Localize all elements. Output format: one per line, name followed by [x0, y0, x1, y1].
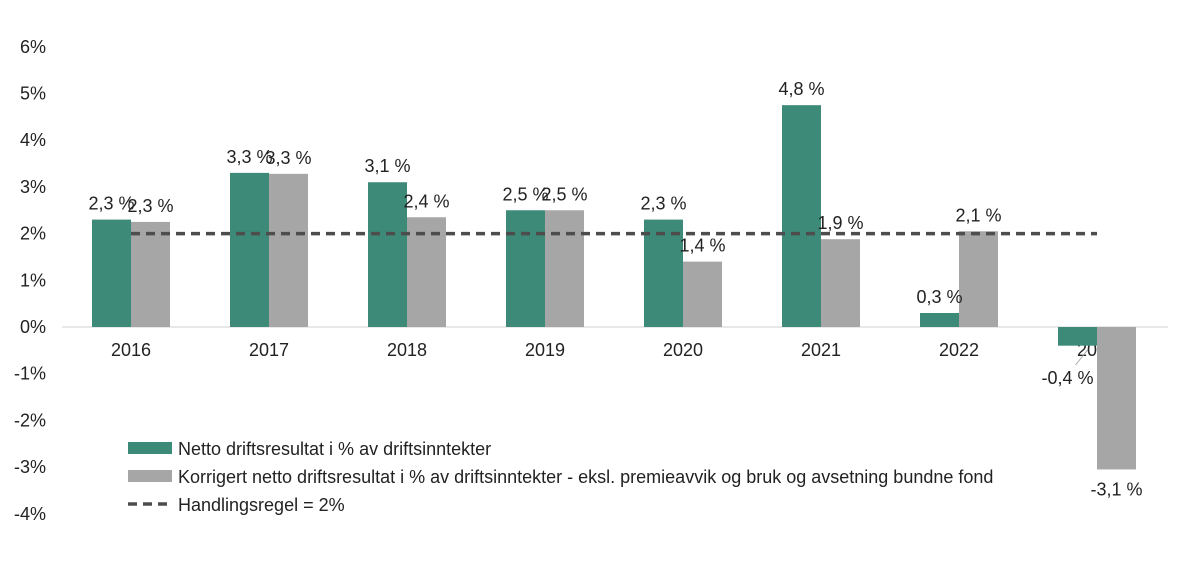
data-label-korrigert: 1,9 %	[817, 213, 863, 233]
data-label-leader-line	[1075, 349, 1088, 366]
data-label-netto: 4,8 %	[778, 79, 824, 99]
x-tick-label: 2016	[111, 340, 151, 360]
bar-korrigert	[821, 239, 860, 327]
bar-netto	[644, 219, 683, 327]
y-tick-label: -3%	[14, 457, 46, 477]
bar-korrigert	[545, 210, 584, 327]
bar-netto	[782, 105, 821, 327]
data-label-korrigert: 3,3 %	[265, 148, 311, 168]
data-label-netto: 2,3 %	[640, 194, 686, 214]
y-tick-label: 2%	[20, 224, 46, 244]
data-labels: 2,3 % 3,3 % 3,1 % 2,5 % 2,3 % 4,8 % 0,3 % -0,4 …	[88, 79, 1142, 499]
bar-korrigert	[683, 261, 722, 327]
legend-label-korrigert: Korrigert netto driftsresultat i % av dr…	[178, 467, 993, 487]
y-tick-label: 0%	[20, 317, 46, 337]
x-tick-label: 2022	[939, 340, 979, 360]
data-label-korrigert: 2,5 %	[541, 184, 587, 204]
data-label-korrigert: 2,1 %	[955, 205, 1001, 225]
bar-korrigert	[407, 217, 446, 327]
y-tick-label: 1%	[20, 270, 46, 290]
bar-netto	[920, 312, 959, 327]
bar-korrigert	[959, 231, 998, 327]
x-tick-label: 2021	[801, 340, 841, 360]
data-label-korrigert: 1,4 %	[679, 236, 725, 256]
data-label-netto: 2,3 %	[88, 194, 134, 214]
bar-netto	[230, 172, 269, 327]
y-axis: 6% 5% 4% 3% 2% 1% 0% -1% -2% -3% -4%	[14, 37, 46, 524]
data-label-korrigert: -3,1 %	[1090, 479, 1142, 499]
bar-korrigert	[269, 173, 308, 327]
bar-netto	[506, 210, 545, 327]
y-tick-label: 3%	[20, 177, 46, 197]
bar-netto	[92, 219, 131, 327]
data-label-netto: 3,1 %	[364, 156, 410, 176]
data-label-netto: 0,3 %	[916, 287, 962, 307]
y-tick-label: 5%	[20, 84, 46, 104]
x-tick-label: 2018	[387, 340, 427, 360]
data-label-korrigert: 2,3 %	[127, 196, 173, 216]
y-tick-label: 4%	[20, 130, 46, 150]
data-label-netto: 3,3 %	[226, 147, 272, 167]
bar-korrigert	[1097, 327, 1136, 470]
y-tick-label: -1%	[14, 364, 46, 384]
x-tick-label: 2019	[525, 340, 565, 360]
legend-swatch-netto	[128, 442, 172, 454]
legend-label-netto: Netto driftsresultat i % av driftsinntek…	[178, 439, 491, 459]
data-label-netto: -0,4 %	[1041, 368, 1093, 388]
data-label-netto: 2,5 %	[502, 184, 548, 204]
legend: Netto driftsresultat i % av driftsinntek…	[128, 439, 993, 515]
x-axis: 20162017201820192020202120222023	[62, 326, 1168, 360]
y-tick-label: -2%	[14, 410, 46, 430]
bar-netto	[1058, 327, 1097, 346]
data-label-korrigert: 2,4 %	[403, 191, 449, 211]
y-tick-label: 6%	[20, 37, 46, 57]
legend-swatch-korrigert	[128, 470, 172, 482]
x-tick-label: 2020	[663, 340, 703, 360]
y-tick-label: -4%	[14, 504, 46, 524]
legend-label-handlingsregel: Handlingsregel = 2%	[178, 495, 345, 515]
x-tick-label: 2017	[249, 340, 289, 360]
bars	[92, 105, 1136, 470]
bar-netto	[368, 182, 407, 327]
bar-korrigert	[131, 221, 170, 327]
